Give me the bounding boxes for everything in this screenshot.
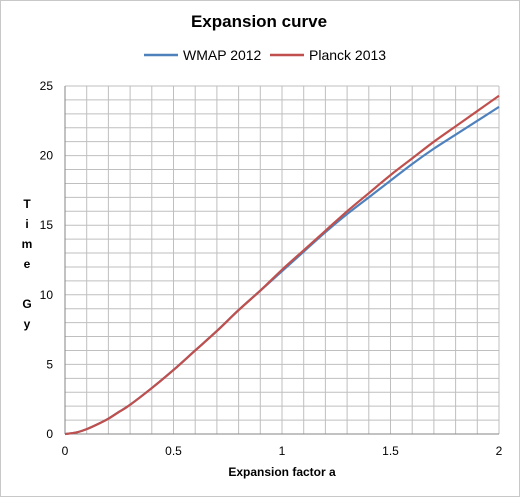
y-tick-label: 20	[40, 149, 54, 163]
y-tick-label: 15	[40, 218, 54, 232]
y-axis-label-char: m	[22, 237, 33, 251]
legend-label-planck-2013: Planck 2013	[309, 47, 386, 63]
y-axis-label-char: e	[24, 257, 31, 271]
y-tick-label: 10	[40, 288, 54, 302]
y-axis-label-char: T	[23, 197, 31, 211]
x-tick-label: 0	[62, 444, 69, 458]
x-tick-label: 1	[279, 444, 286, 458]
y-axis-label-char: G	[22, 297, 31, 311]
x-axis-label: Expansion factor a	[228, 465, 336, 479]
x-tick-labels: 0 0.5 1 1.5 2	[62, 444, 503, 458]
y-tick-label: 0	[46, 427, 53, 441]
chart-title: Expansion curve	[191, 12, 327, 31]
legend-label-wmap-2012: WMAP 2012	[183, 47, 262, 63]
y-tick-labels: 0 5 10 15 20 25	[40, 79, 54, 441]
x-tick-label: 0.5	[165, 444, 182, 458]
y-tick-label: 5	[46, 357, 53, 371]
y-tick-label: 25	[40, 79, 54, 93]
y-axis-label-char: y	[24, 317, 31, 331]
x-tick-label: 2	[496, 444, 503, 458]
series-lines	[64, 94, 500, 436]
y-axis-label-char: i	[25, 217, 28, 231]
legend: WMAP 2012 Planck 2013	[144, 47, 386, 63]
grid	[64, 85, 500, 435]
x-tick-label: 1.5	[382, 444, 399, 458]
series-line-planck-2013	[64, 94, 500, 436]
